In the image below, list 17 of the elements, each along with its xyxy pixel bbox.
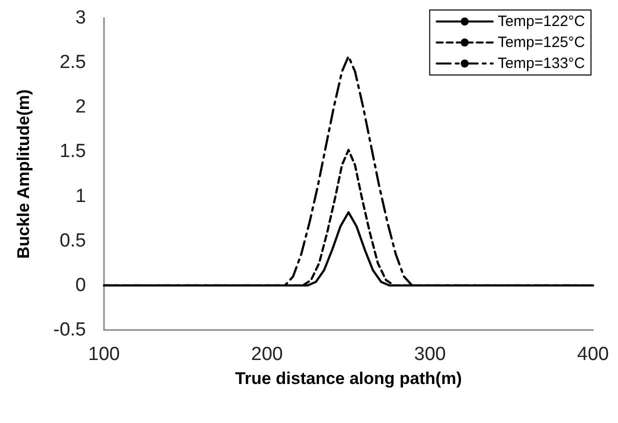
x-tick-label: 300 [414, 344, 446, 365]
x-tick-label: 200 [251, 344, 283, 365]
y-tick-label: 2 [75, 96, 86, 118]
legend-label: Temp=122°C [498, 13, 586, 30]
y-tick-label: 2.5 [60, 52, 86, 74]
legend-label: Temp=133°C [498, 55, 586, 72]
y-tick-label: 3 [75, 8, 86, 28]
y-tick-label: 1.5 [60, 141, 86, 162]
y-tick-label: 0 [75, 274, 86, 296]
y-tick-label: 1 [75, 186, 86, 207]
x-tick-label: 100 [88, 344, 120, 365]
x-axis-title: True distance along path(m) [235, 369, 462, 388]
x-tick-label: 400 [577, 344, 609, 365]
y-tick-label: -0.5 [53, 320, 86, 340]
legend-label: Temp=125°C [498, 34, 586, 51]
y-tick-label: 0.5 [60, 230, 86, 252]
y-axis-title: Buckle Amplitude(m) [14, 89, 33, 259]
